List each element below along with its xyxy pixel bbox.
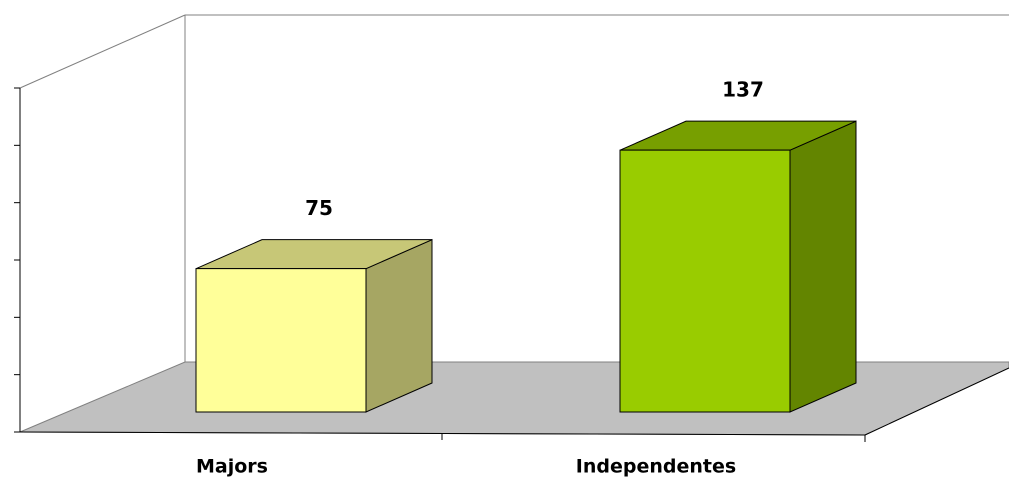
bar <box>619 120 857 413</box>
bar-side <box>789 120 857 413</box>
data-label: 137 <box>722 78 764 102</box>
bar-side <box>365 238 433 413</box>
x-tick-label: Independentes <box>576 456 736 478</box>
floor-edge <box>864 367 1009 436</box>
side-wall-edge <box>19 14 186 89</box>
bar-front <box>195 268 367 413</box>
floor <box>19 361 1009 436</box>
bar-front <box>619 149 791 413</box>
data-label: 75 <box>305 196 333 220</box>
x-tick-label: Majors <box>196 456 268 478</box>
bar <box>195 238 433 413</box>
